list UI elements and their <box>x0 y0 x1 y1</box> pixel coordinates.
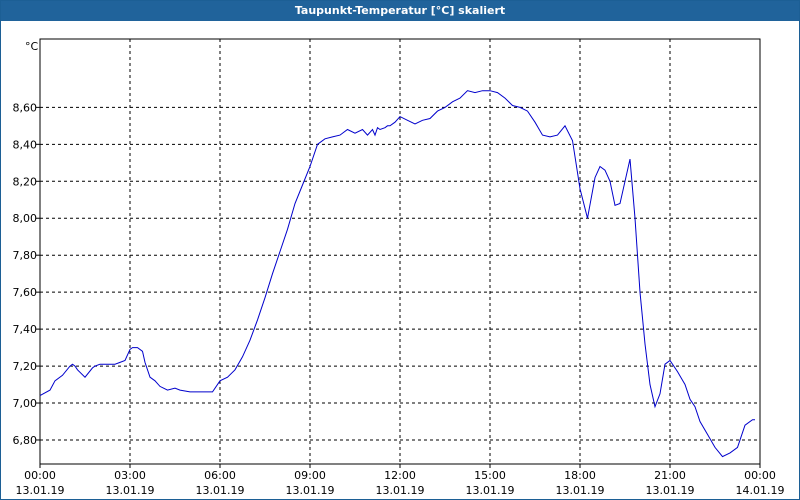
y-tick-label: 6,80 <box>13 434 38 447</box>
y-tick-label: 8,00 <box>13 212 38 225</box>
x-tick-time-label: 03:00 <box>114 469 146 482</box>
x-tick-date-label: 13.01.19 <box>376 484 425 497</box>
y-tick-label: 7,20 <box>13 360 38 373</box>
y-tick-label: 7,00 <box>13 397 38 410</box>
y-tick-label: 8,40 <box>13 138 38 151</box>
x-tick-date-label: 13.01.19 <box>556 484 605 497</box>
x-tick-time-label: 18:00 <box>564 469 596 482</box>
x-tick-date-label: 13.01.19 <box>16 484 65 497</box>
x-tick-time-label: 12:00 <box>384 469 416 482</box>
y-tick-label: 7,40 <box>13 323 38 336</box>
x-tick-time-label: 06:00 <box>204 469 236 482</box>
x-tick-time-label: 09:00 <box>294 469 326 482</box>
x-tick-date-label: 14.01.19 <box>736 484 785 497</box>
x-tick-time-label: 00:00 <box>24 469 56 482</box>
chart-title: Taupunkt-Temperatur [°C] skaliert <box>1 1 799 21</box>
x-tick-time-label: 15:00 <box>474 469 506 482</box>
x-tick-date-label: 13.01.19 <box>286 484 335 497</box>
y-tick-label: 8,60 <box>13 101 38 114</box>
x-tick-time-label: 21:00 <box>654 469 686 482</box>
x-axis-ticks: 00:00 13.01.19 03:00 13.01.19 06:00 13.01.19 0… <box>16 464 785 497</box>
y-tick-label: 7,80 <box>13 249 38 262</box>
y-tick-label: 8,20 <box>13 175 38 188</box>
x-tick-date-label: 13.01.19 <box>466 484 515 497</box>
x-tick-date-label: 13.01.19 <box>106 484 155 497</box>
y-unit-label: °C <box>25 40 39 53</box>
series-line <box>39 90 755 458</box>
grid-lines <box>40 39 760 464</box>
x-tick-date-label: 13.01.19 <box>646 484 695 497</box>
x-tick-date-label: 13.01.19 <box>196 484 245 497</box>
y-tick-label: 7,60 <box>13 286 38 299</box>
x-tick-time-label: 00:00 <box>744 469 776 482</box>
y-axis-ticks: 6,80 7,00 7,20 7,40 7,60 7,80 8,00 8,20 8,40 8,60 <box>13 101 40 447</box>
